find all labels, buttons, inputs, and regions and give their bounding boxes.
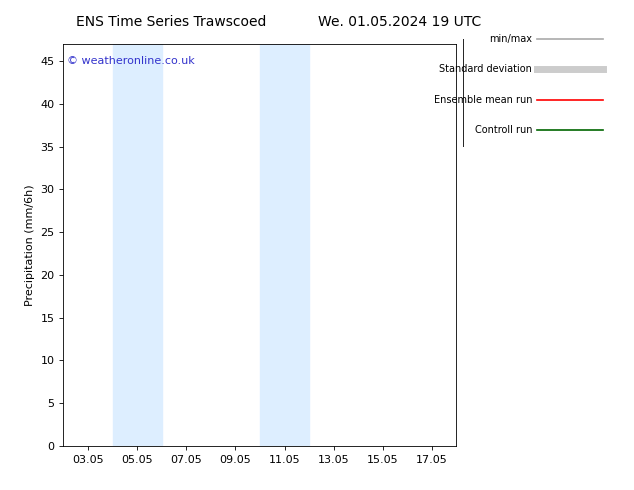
Bar [113, 44, 137, 446]
Text: Standard deviation: Standard deviation [439, 64, 532, 74]
FancyBboxPatch shape [463, 28, 628, 152]
Bar [260, 44, 285, 446]
Y-axis label: Precipitation (mm/6h): Precipitation (mm/6h) [25, 184, 35, 306]
Text: Controll run: Controll run [475, 125, 532, 135]
Text: ENS Time Series Trawscoed: ENS Time Series Trawscoed [76, 15, 266, 29]
Text: © weatheronline.co.uk: © weatheronline.co.uk [67, 56, 195, 66]
Text: We. 01.05.2024 19 UTC: We. 01.05.2024 19 UTC [318, 15, 481, 29]
Text: min/max: min/max [489, 34, 532, 44]
Bar [137, 44, 162, 446]
Bar [285, 44, 309, 446]
Text: Ensemble mean run: Ensemble mean run [434, 95, 532, 104]
